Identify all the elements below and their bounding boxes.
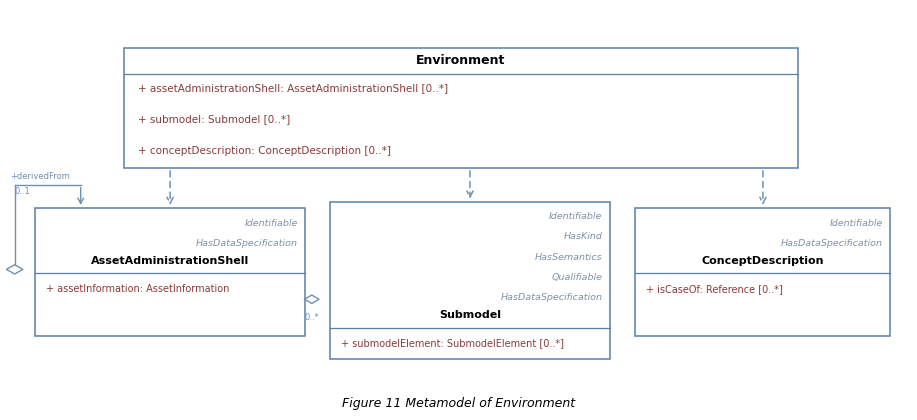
Text: HasSemantics: HasSemantics [535, 252, 602, 262]
Text: +derivedFrom: +derivedFrom [10, 173, 70, 181]
Text: + submodel: Submodel [0..*]: + submodel: Submodel [0..*] [138, 114, 290, 124]
Text: Environment: Environment [416, 55, 505, 67]
Text: + conceptDescription: ConceptDescription [0..*]: + conceptDescription: ConceptDescription… [138, 146, 391, 156]
Text: Identifiable: Identifiable [245, 218, 298, 228]
Text: Qualifiable: Qualifiable [551, 273, 602, 282]
Text: + assetAdministrationShell: AssetAdministrationShell [0..*]: + assetAdministrationShell: AssetAdminis… [138, 83, 447, 93]
Text: HasDataSpecification: HasDataSpecification [501, 293, 602, 302]
Polygon shape [304, 295, 319, 303]
Bar [635, 208, 890, 336]
Text: + assetInformation: AssetInformation: + assetInformation: AssetInformation [46, 284, 229, 294]
Text: 0..1: 0..1 [15, 187, 30, 196]
Text: HasDataSpecification: HasDataSpecification [781, 239, 883, 248]
Text: 0..*: 0..* [304, 312, 319, 322]
Text: Submodel: Submodel [439, 310, 501, 320]
Text: HasDataSpecification: HasDataSpecification [196, 239, 298, 248]
Text: ConceptDescription: ConceptDescription [702, 256, 824, 266]
Text: + submodelElement: SubmodelElement [0..*]: + submodelElement: SubmodelElement [0..*… [341, 338, 564, 348]
Polygon shape [6, 265, 23, 274]
Text: Identifiable: Identifiable [830, 218, 883, 228]
Text: AssetAdministrationShell: AssetAdministrationShell [91, 256, 249, 266]
Text: Identifiable: Identifiable [549, 212, 602, 221]
Bar [124, 48, 798, 168]
Bar [35, 208, 305, 336]
Text: + isCaseOf: Reference [0..*]: + isCaseOf: Reference [0..*] [646, 284, 783, 294]
Bar [330, 202, 610, 359]
Text: HasKind: HasKind [564, 232, 602, 241]
Text: Figure 11 Metamodel of Environment: Figure 11 Metamodel of Environment [342, 396, 575, 410]
